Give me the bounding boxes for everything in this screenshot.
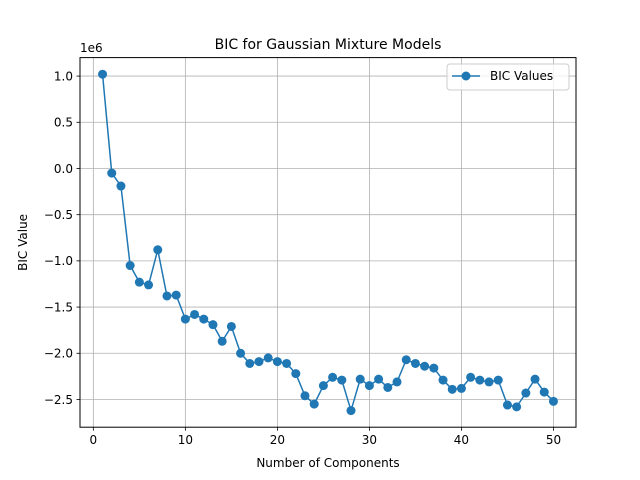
data-point bbox=[493, 375, 503, 385]
legend-box bbox=[446, 63, 570, 91]
data-point bbox=[521, 388, 531, 398]
data-point bbox=[171, 290, 181, 300]
x-tick-label: 20 bbox=[270, 433, 285, 447]
data-point bbox=[328, 372, 338, 382]
y-axis-scale-label: 1e6 bbox=[80, 41, 103, 55]
data-point bbox=[502, 400, 512, 410]
data-point bbox=[144, 280, 154, 290]
y-tick-label: 0.5 bbox=[54, 116, 73, 130]
y-tick-label: 1.0 bbox=[54, 69, 73, 83]
data-point bbox=[548, 396, 558, 406]
data-point bbox=[438, 375, 448, 385]
legend-marker bbox=[461, 71, 471, 81]
data-point bbox=[447, 384, 457, 394]
data-point bbox=[484, 377, 494, 387]
data-point bbox=[190, 309, 200, 319]
data-point bbox=[282, 358, 292, 368]
grid-lines bbox=[80, 57, 576, 428]
data-point bbox=[466, 372, 476, 382]
data-point bbox=[355, 374, 365, 384]
y-tick-label: −1.5 bbox=[44, 300, 73, 314]
y-tick-label: 0.0 bbox=[54, 162, 73, 176]
x-tick-label: 10 bbox=[178, 433, 193, 447]
series-layer bbox=[98, 69, 558, 416]
data-point bbox=[180, 314, 190, 324]
x-tick-label: 50 bbox=[546, 433, 561, 447]
data-point bbox=[226, 321, 236, 331]
data-point bbox=[539, 387, 549, 397]
data-point bbox=[291, 369, 301, 379]
data-point bbox=[272, 357, 282, 367]
data-point bbox=[337, 375, 347, 385]
data-point bbox=[107, 168, 117, 178]
y-tick-label: −2.5 bbox=[44, 393, 73, 407]
x-tick-label: 30 bbox=[362, 433, 377, 447]
data-point bbox=[318, 381, 328, 391]
data-point bbox=[512, 402, 522, 412]
y-axis-label: BIC Value bbox=[16, 214, 30, 271]
data-point bbox=[217, 336, 227, 346]
data-point bbox=[374, 374, 384, 384]
plot-frame bbox=[79, 57, 577, 428]
data-point bbox=[530, 374, 540, 384]
data-point bbox=[300, 391, 310, 401]
data-point bbox=[475, 375, 485, 385]
data-point bbox=[392, 377, 402, 387]
data-point bbox=[162, 291, 172, 301]
axis-ticks: 0 10 20 30 40 50 1.0 0.5 0.0 −0.5 −1.0 −1.5 −2.0 −2.5 bbox=[44, 69, 561, 447]
data-point bbox=[236, 348, 246, 358]
data-point bbox=[98, 69, 108, 79]
data-point bbox=[420, 361, 430, 371]
x-axis-label: Number of Components bbox=[256, 456, 399, 470]
data-point bbox=[134, 277, 144, 287]
x-tick-label: 0 bbox=[90, 433, 98, 447]
data-point bbox=[429, 363, 439, 373]
data-point bbox=[346, 406, 356, 416]
y-tick-label: −0.5 bbox=[44, 208, 73, 222]
data-point bbox=[383, 382, 393, 392]
data-point bbox=[401, 355, 411, 365]
legend-label: BIC Values bbox=[490, 69, 553, 83]
data-point bbox=[245, 358, 255, 368]
y-tick-label: −1.0 bbox=[44, 254, 73, 268]
data-point bbox=[364, 381, 374, 391]
data-point bbox=[410, 358, 420, 368]
data-point bbox=[199, 314, 209, 324]
data-point bbox=[456, 383, 466, 393]
data-point bbox=[153, 245, 163, 255]
legend: BIC Values bbox=[446, 63, 570, 91]
data-point bbox=[263, 353, 273, 363]
chart-title: BIC for Gaussian Mixture Models bbox=[215, 37, 442, 53]
data-point bbox=[254, 357, 264, 367]
data-point bbox=[208, 320, 218, 330]
data-point bbox=[125, 261, 135, 270]
data-point bbox=[309, 399, 319, 409]
x-tick-label: 40 bbox=[454, 433, 469, 447]
data-point bbox=[116, 181, 126, 191]
y-tick-label: −2.0 bbox=[44, 347, 73, 361]
